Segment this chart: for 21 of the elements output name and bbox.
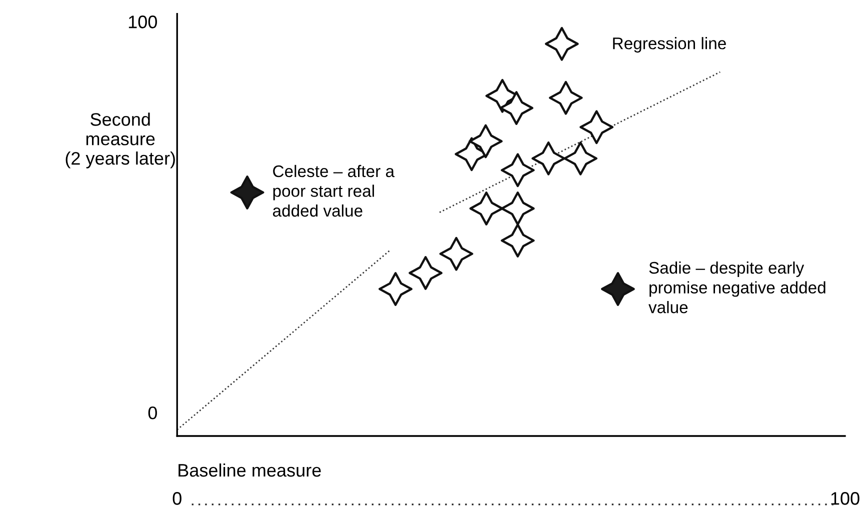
point (378, 272, 412, 306)
point (564, 141, 598, 176)
point (544, 26, 579, 61)
point (439, 236, 474, 271)
annotation: Celeste – after a poor start real added value (272, 164, 395, 217)
point (499, 91, 534, 125)
annotation: Regression line (613, 37, 726, 53)
point (548, 80, 583, 115)
point (600, 272, 635, 306)
point (500, 192, 535, 226)
point (230, 176, 264, 210)
y-axis-title: Second measure (2 years later) (66, 112, 175, 168)
x-axis-title: Baseline measure (178, 463, 321, 477)
point (500, 224, 535, 258)
point (469, 192, 504, 226)
point (532, 141, 566, 176)
point (580, 110, 614, 144)
annotation: Sadie – despite early promise negative added value (648, 261, 826, 314)
point (408, 256, 443, 290)
point (468, 124, 503, 158)
point (500, 153, 535, 188)
